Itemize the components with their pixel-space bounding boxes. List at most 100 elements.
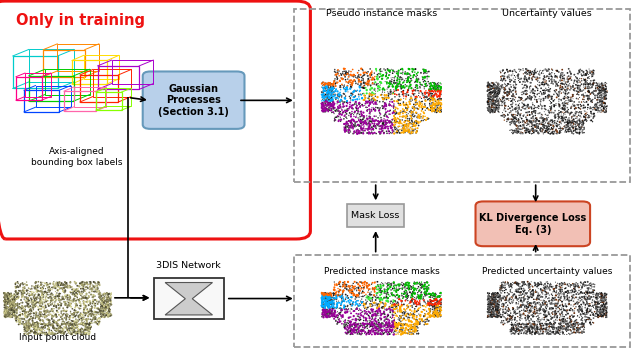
Point: [79, 288, 89, 293]
Point: [369, 87, 380, 92]
Point: [595, 100, 605, 105]
Point: [591, 305, 602, 311]
Point: [20, 304, 30, 309]
Point: [532, 305, 542, 311]
Point: [45, 281, 55, 287]
Point: [396, 282, 406, 287]
Point: [409, 322, 419, 327]
Point: [339, 303, 349, 308]
Point: [58, 286, 68, 292]
Point: [577, 284, 587, 290]
Point: [90, 319, 100, 325]
Point: [524, 321, 534, 327]
Point: [566, 282, 577, 288]
Point: [550, 129, 560, 135]
Point: [536, 80, 547, 86]
Point: [358, 80, 369, 86]
Point: [408, 323, 419, 329]
Point: [365, 118, 376, 124]
Point: [351, 104, 361, 110]
Point: [40, 280, 50, 286]
Point: [491, 83, 501, 89]
Point: [422, 97, 433, 103]
Point: [373, 71, 383, 77]
Point: [348, 67, 358, 73]
Point: [57, 321, 67, 327]
Point: [390, 324, 400, 330]
Point: [36, 309, 46, 315]
Point: [577, 130, 588, 136]
Point: [525, 130, 535, 136]
Point: [515, 126, 525, 132]
Point: [561, 327, 571, 332]
Point: [591, 291, 602, 297]
Point: [596, 83, 607, 88]
Point: [409, 108, 419, 113]
Point: [519, 297, 529, 303]
Point: [28, 307, 38, 313]
Point: [24, 321, 35, 326]
Point: [491, 309, 501, 315]
Point: [483, 297, 493, 303]
Point: [53, 287, 63, 292]
Point: [330, 281, 340, 287]
Point: [555, 321, 565, 327]
Point: [553, 325, 563, 331]
Point: [577, 308, 588, 314]
Point: [520, 130, 531, 136]
Point: [356, 121, 367, 126]
Point: [493, 102, 504, 108]
Point: [538, 302, 548, 308]
Point: [353, 74, 363, 80]
Point: [589, 110, 599, 116]
Point: [333, 286, 343, 291]
Bar: [64, 91, 96, 111]
Point: [483, 304, 493, 309]
Point: [557, 319, 567, 325]
Point: [533, 317, 543, 322]
Point: [384, 68, 394, 74]
Point: [72, 297, 83, 303]
Point: [332, 75, 342, 81]
Point: [431, 91, 442, 97]
Point: [507, 103, 517, 109]
Point: [323, 89, 333, 95]
Point: [561, 118, 571, 124]
Point: [601, 109, 611, 114]
Point: [545, 305, 555, 311]
Point: [539, 306, 549, 312]
Point: [485, 298, 495, 304]
Point: [81, 291, 92, 296]
Point: [378, 122, 388, 127]
Point: [74, 327, 84, 333]
Point: [422, 302, 433, 308]
Point: [510, 280, 520, 286]
Point: [329, 101, 339, 107]
Point: [409, 280, 419, 286]
Point: [483, 93, 493, 99]
Point: [324, 299, 334, 304]
Point: [555, 130, 565, 136]
Point: [531, 128, 541, 134]
Point: [519, 302, 529, 308]
Point: [1, 292, 12, 297]
Point: [365, 131, 376, 136]
Point: [570, 323, 580, 329]
Point: [84, 322, 94, 328]
Point: [489, 313, 499, 319]
Point: [488, 309, 499, 315]
Point: [520, 70, 531, 75]
Point: [588, 71, 598, 77]
Point: [33, 288, 43, 293]
Point: [531, 326, 541, 332]
Point: [408, 325, 418, 331]
Point: [543, 327, 554, 333]
Point: [324, 95, 335, 101]
Point: [416, 114, 426, 119]
Point: [413, 331, 424, 336]
Point: [524, 109, 534, 115]
Point: [395, 75, 405, 81]
Point: [102, 303, 113, 309]
Point: [558, 86, 568, 91]
Point: [499, 314, 509, 320]
